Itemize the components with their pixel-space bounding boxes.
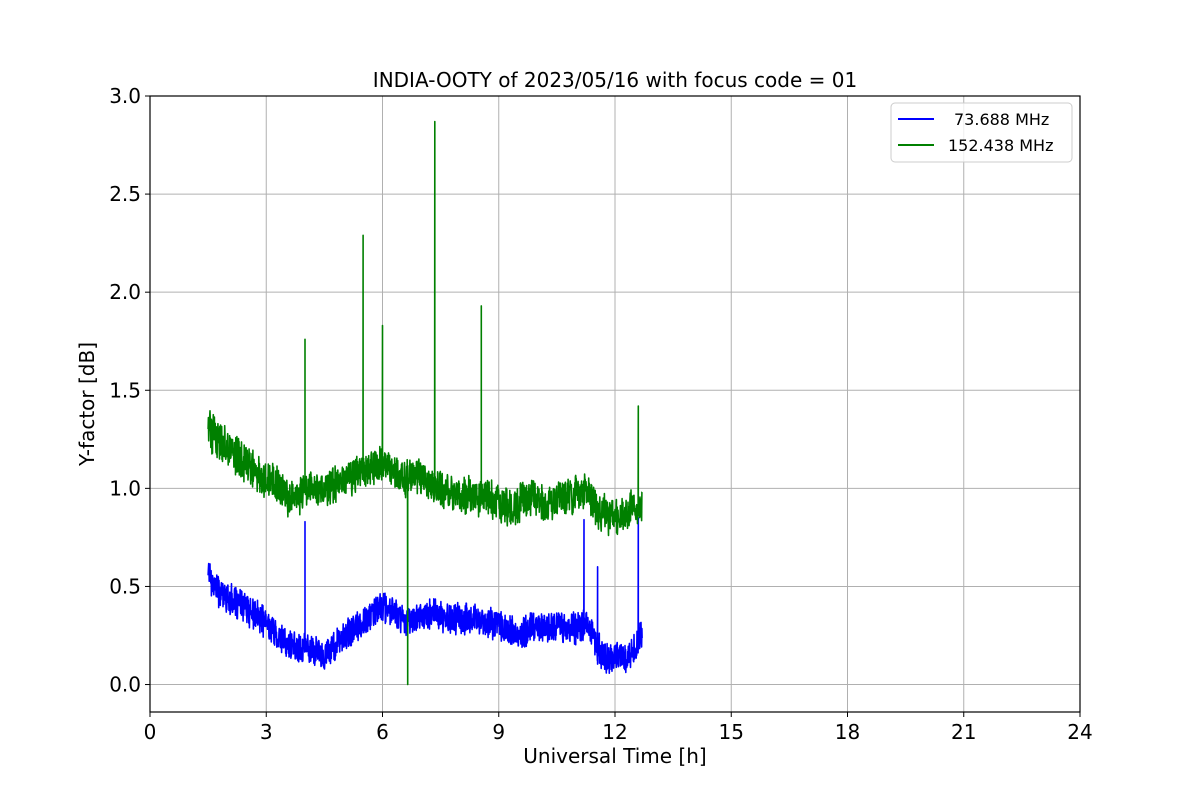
x-tick-label: 6 [376, 720, 389, 744]
legend-label-73mhz: 73.688 MHz [954, 110, 1049, 129]
legend-label-152mhz: 152.438 MHz [948, 136, 1053, 155]
y-tick-label: 0.5 [109, 574, 141, 598]
legend-box [890, 102, 1073, 163]
x-tick-label: 21 [951, 720, 976, 744]
legend: 73.688 MHz 152.438 MHz [890, 102, 1073, 163]
y-tick-label: 1.0 [109, 476, 141, 500]
y-tick-label: 1.5 [109, 378, 141, 402]
y-tick-label: 2.5 [109, 182, 141, 206]
y-axis-label: Y-factor [dB] [75, 342, 99, 467]
series-line-0 [207, 517, 643, 674]
x-tick-label: 18 [835, 720, 860, 744]
chart-title: INDIA-OOTY of 2023/05/16 with focus code… [373, 68, 857, 92]
y-tick-label: 0.0 [109, 673, 141, 697]
x-tick-label: 3 [260, 720, 273, 744]
x-tick-label: 24 [1067, 720, 1092, 744]
axis-ticks: 0 3 6 9 12 15 18 21 24 0.0 0.5 1.0 1.5 2.0 2.5 3.0 [109, 84, 1093, 744]
series-lines [207, 120, 643, 686]
x-tick-label: 9 [492, 720, 505, 744]
y-tick-label: 2.0 [109, 280, 141, 304]
y-tick-label: 3.0 [109, 84, 141, 108]
x-tick-label: 0 [144, 720, 157, 744]
series-line-1 [207, 120, 643, 686]
x-tick-label: 12 [602, 720, 627, 744]
x-axis-label: Universal Time [h] [523, 744, 706, 768]
x-tick-label: 15 [719, 720, 744, 744]
